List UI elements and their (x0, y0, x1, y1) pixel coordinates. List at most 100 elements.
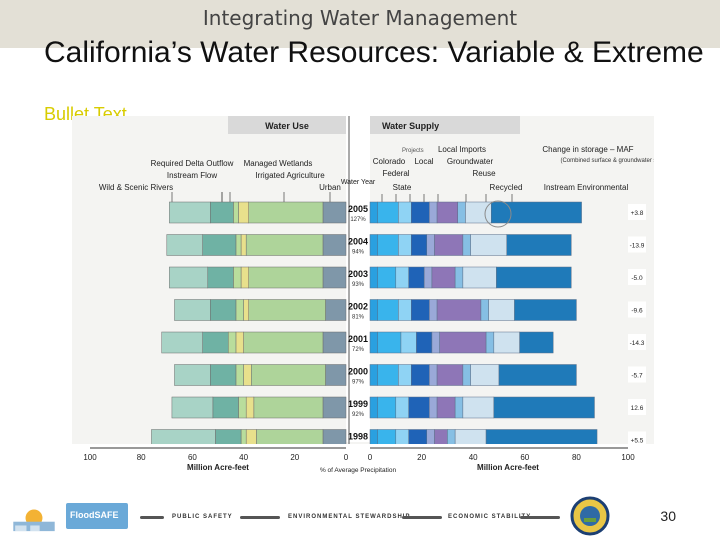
slide-title: California’s Water Resources: Variable &… (44, 36, 704, 69)
storage-label: -14.3 (630, 340, 645, 347)
supply-bar-segment (506, 234, 572, 256)
supply-bar-segment (465, 201, 492, 224)
precip-label: 72% (352, 347, 365, 353)
supply-bar-segment (491, 201, 582, 224)
left-tick-label: 80 (137, 453, 146, 462)
storage-label: -9.6 (631, 308, 643, 315)
left-tick-label: 0 (344, 453, 349, 462)
supply-bar-segment (395, 266, 409, 289)
storage-label: +5.5 (631, 438, 644, 445)
supply-bar-segment (423, 266, 433, 289)
use-bar-segment (202, 234, 237, 256)
supply-bar-segment (434, 234, 464, 256)
right-tick-label: 0 (368, 453, 373, 462)
supply-bar-segment (429, 364, 438, 386)
storage-box (628, 334, 646, 350)
header-band (0, 0, 720, 48)
use-bar-segment (233, 201, 239, 224)
supply-bar-segment (431, 331, 440, 354)
supply-category-label: Reuse (472, 169, 496, 178)
recycled-highlight-circle (484, 200, 512, 228)
precip-axis-label: % of Average Precipitation (320, 467, 397, 474)
precip-label: 92% (352, 412, 365, 418)
footer-wave (140, 516, 164, 519)
supply-bar-segment (411, 234, 428, 256)
supply-category-label: Local (414, 157, 433, 166)
supply-bar-segment (411, 299, 430, 321)
use-bar-segment (166, 234, 203, 256)
use-bar-segment (322, 396, 347, 419)
use-bar-segment (253, 396, 324, 419)
supply-bar-segment (398, 234, 412, 256)
footer-item-environmental-stewardship: ENVIRONMENTAL STEWARDSHIP (288, 514, 411, 520)
use-category-label: Urban (319, 183, 341, 192)
use-bar-segment (322, 201, 347, 224)
supply-bar-segment (457, 201, 466, 224)
supply-bar-segment (377, 396, 397, 419)
use-bar-segment (171, 396, 214, 419)
supply-category-label: State (393, 183, 412, 192)
supply-bar-segment (416, 331, 433, 354)
use-bar-segment (169, 266, 209, 289)
supply-bar-segment (426, 234, 435, 256)
supply-bar-segment (377, 266, 397, 289)
axis-area-bg (72, 444, 654, 494)
storage-box (628, 301, 646, 318)
supply-bar-segment (408, 266, 425, 289)
supply-bar-segment (377, 364, 399, 386)
use-bar-segment (210, 364, 237, 386)
water-use-panel-bg (228, 116, 346, 134)
footer-item-economic-stability: ECONOMIC STABILITY (448, 514, 532, 520)
floodsafe-logo: FloodSAFE (66, 503, 128, 529)
footer: FloodSAFE PUBLIC SAFETY ENVIRONMENTAL ST… (0, 494, 720, 540)
supply-bar-segment (470, 234, 507, 256)
left-tick-label: 40 (239, 453, 248, 462)
use-bar-segment (245, 396, 255, 419)
storage-box (628, 366, 646, 383)
use-bar-segment (235, 364, 244, 386)
storage-label: +3.8 (631, 210, 644, 217)
use-bar-segment (325, 299, 347, 321)
supply-bar-segment (408, 396, 430, 419)
use-category-label: Required Delta Outflow (151, 159, 234, 168)
footer-wave (240, 516, 280, 519)
use-bar-segment (322, 234, 347, 256)
supply-bar-segment (439, 331, 487, 354)
supply-bar-segment (485, 331, 495, 354)
footer-wave (402, 516, 442, 519)
supply-bar-segment (369, 364, 378, 386)
use-bar-segment (235, 331, 244, 354)
year-label: 1998 (348, 432, 368, 442)
storage-box (628, 204, 646, 220)
supply-bar-segment (436, 396, 456, 419)
supply-bar-segment (519, 331, 554, 354)
supply-bar-segment (454, 266, 464, 289)
supply-bar-segment (369, 234, 378, 256)
right-tick-label: 100 (621, 453, 635, 462)
supply-category-label: Colorado (373, 157, 406, 166)
year-label: 2001 (348, 334, 368, 344)
water-chart-svg: Water Use Water Supply Required Delta Outf… (72, 116, 654, 494)
floodsafe-logo-text: FloodSAFE (70, 510, 119, 520)
precip-label: 127% (350, 217, 366, 223)
use-bar-segment (202, 331, 229, 354)
use-category-label: Managed Wetlands (244, 159, 313, 168)
use-bar-segment (243, 364, 252, 386)
supply-bar-segment (398, 299, 412, 321)
supply-bar-segment (398, 201, 412, 224)
water-use-panel-label: Water Use (265, 121, 309, 131)
supply-bar-segment (377, 201, 399, 224)
right-x-axis-label: Million Acre-feet (477, 463, 539, 472)
supply-bar-segment (369, 396, 378, 419)
sun-logo-icon (13, 509, 55, 532)
use-bar-segment (207, 266, 234, 289)
storage-label: -5.0 (631, 275, 643, 282)
use-bar-segment (174, 364, 211, 386)
use-bar-segment (322, 266, 347, 289)
precip-label: 97% (352, 380, 365, 386)
water-supply-panel-label: Water Supply (382, 121, 439, 131)
supply-bar-segment (462, 234, 471, 256)
use-bar-segment (243, 331, 324, 354)
supply-bar-segment (436, 364, 464, 386)
right-tick-label: 60 (520, 453, 529, 462)
